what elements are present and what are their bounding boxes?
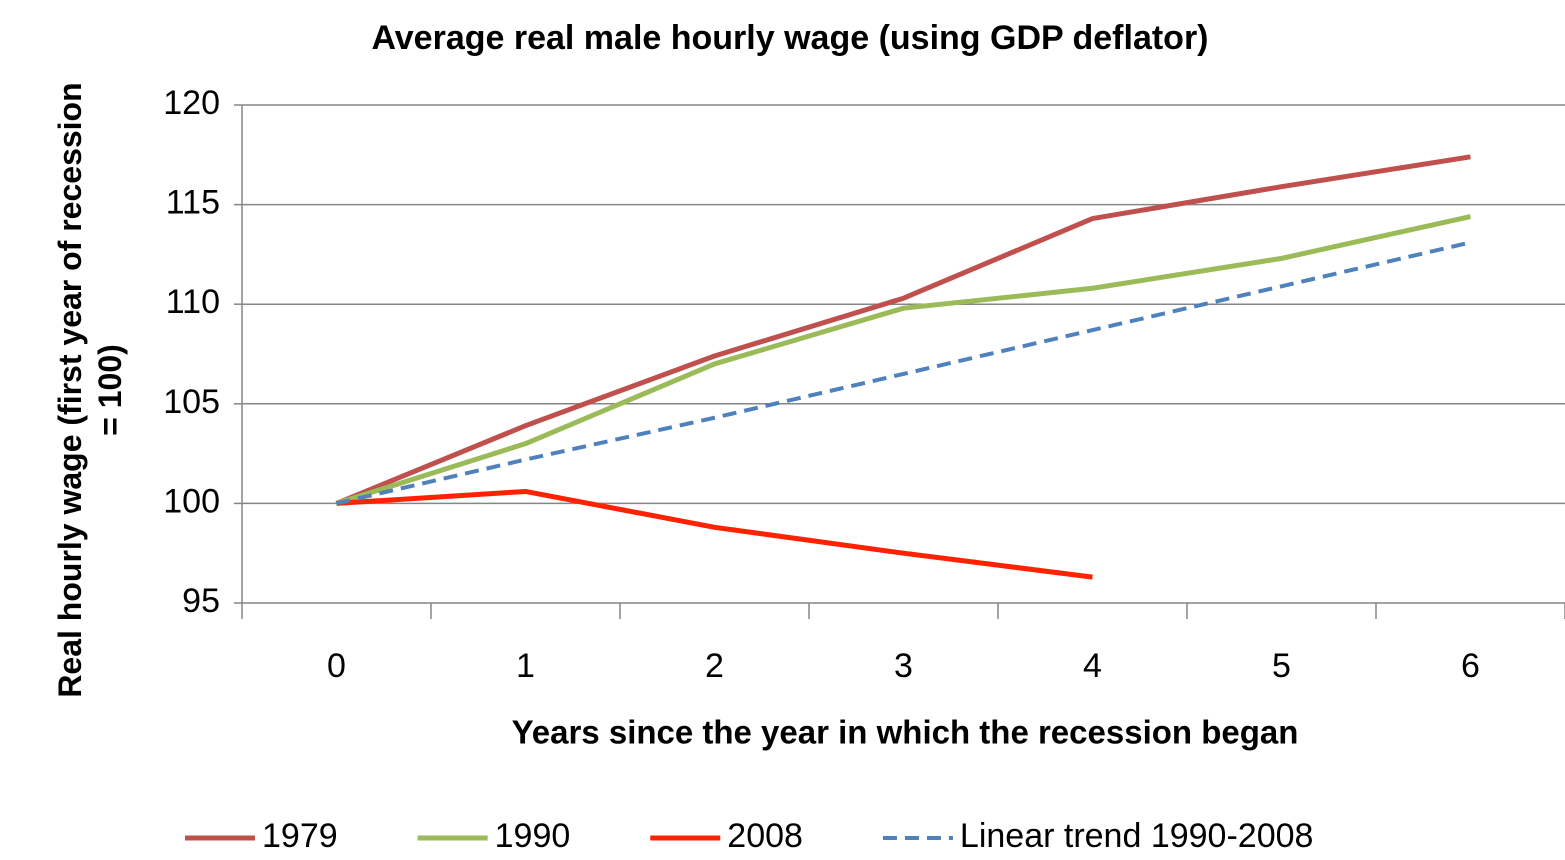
y-tick-label: 95	[182, 582, 220, 620]
x-tick-label: 2	[705, 647, 724, 685]
x-tick-label: 6	[1461, 647, 1480, 685]
legend-label: 2008	[727, 817, 803, 855]
legend-label: 1990	[495, 817, 571, 855]
x-tick-label: 3	[894, 647, 913, 685]
y-tick-label: 120	[163, 84, 220, 122]
chart-title: Average real male hourly wage (using GDP…	[371, 19, 1208, 57]
legend-label: 1979	[262, 817, 338, 855]
y-tick-label: 110	[166, 283, 220, 321]
x-tick-label: 5	[1272, 647, 1291, 685]
legend-label: Linear trend 1990-2008	[960, 817, 1314, 855]
series-line	[335, 214, 1472, 506]
y-axis-title: Real hourly wage (first year of recessio…	[52, 82, 128, 698]
x-tick-label: 1	[516, 647, 535, 685]
x-tick-label: 0	[327, 647, 346, 685]
series-line	[336, 240, 1471, 506]
y-tick-label: 105	[163, 383, 220, 421]
x-tick-label: 4	[1083, 647, 1102, 685]
y-axis-title-box: Real hourly wage (first year of recessio…	[52, 82, 128, 698]
x-axis-title: Years since the year in which the recess…	[512, 714, 1299, 751]
series-line	[335, 154, 1471, 506]
y-tick-label: 100	[163, 482, 220, 520]
series-line	[336, 488, 1093, 580]
y-tick-label: 115	[166, 184, 220, 222]
